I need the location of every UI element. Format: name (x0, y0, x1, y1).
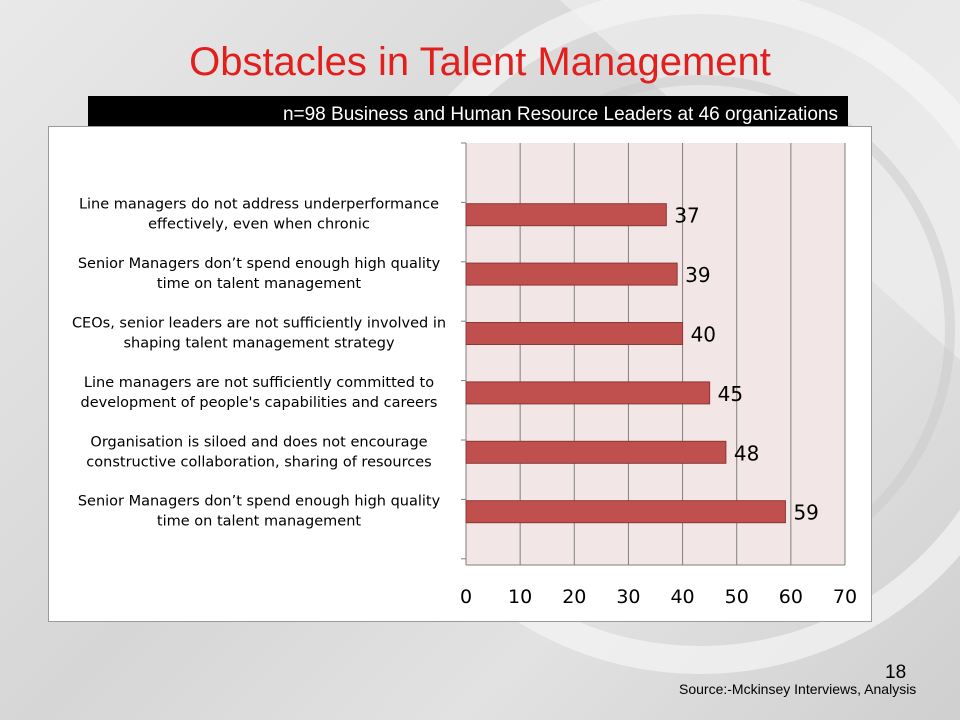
x-tick-label: 20 (562, 586, 586, 608)
x-tick-label: 0 (460, 586, 472, 608)
x-tick-label: 10 (508, 586, 532, 608)
category-label-line: development of people's capabilities and… (81, 395, 438, 411)
bar (465, 500, 786, 524)
source-note: Source:-Mckinsey Interviews, Analysis (679, 681, 917, 697)
category-label-line: Line managers do not address underperfor… (79, 197, 439, 213)
category-label: Organisation is siloed and does not enco… (86, 434, 431, 470)
bar-chart: 0 10 20 30 40 50 60 70 37 Line managers do not ad… (72, 142, 857, 608)
bar (465, 203, 667, 227)
page-number: 18 (885, 662, 907, 683)
data-label: 59 (793, 501, 818, 525)
category-label-line: Line managers are not sufficiently commi… (84, 375, 434, 391)
x-tick-label: 70 (833, 586, 857, 608)
x-tick-label: 30 (616, 586, 640, 608)
category-label-line: CEOs, senior leaders are not sufficientl… (72, 316, 446, 332)
category-label-line: time on talent management (157, 276, 361, 292)
category-label: Line managers do not address underperfor… (79, 197, 439, 233)
bar (465, 381, 711, 405)
bar (465, 262, 678, 286)
bar (465, 440, 727, 464)
x-tick-label: 60 (779, 586, 803, 608)
data-label: 45 (718, 382, 743, 406)
category-label-line: Senior Managers don’t spend enough high … (78, 256, 441, 272)
slide-title: Obstacles in Talent Management (189, 40, 771, 84)
data-label: 37 (674, 204, 699, 228)
category-label-line: Senior Managers don’t spend enough high … (78, 494, 441, 510)
category-label-line: shaping talent management strategy (123, 336, 395, 352)
data-label: 48 (734, 441, 759, 465)
category-label: CEOs, senior leaders are not sufficientl… (72, 316, 446, 352)
category-label-line: effectively, even when chronic (148, 217, 370, 233)
category-label: Senior Managers don’t spend enough high … (78, 494, 441, 530)
data-label: 40 (691, 323, 716, 347)
category-label-line: constructive collaboration, sharing of r… (86, 454, 431, 470)
chart-panel: 0 10 20 30 40 50 60 70 37 Line managers do not ad… (48, 126, 872, 622)
data-label: 39 (685, 263, 710, 287)
category-label-line: Organisation is siloed and does not enco… (90, 434, 427, 450)
x-tick-label: 40 (670, 586, 694, 608)
category-label-line: time on talent management (157, 514, 361, 530)
x-tick-label: 50 (725, 586, 749, 608)
bar (465, 322, 684, 345)
category-label: Senior Managers don’t spend enough high … (78, 256, 441, 292)
category-label: Line managers are not sufficiently commi… (81, 375, 438, 411)
